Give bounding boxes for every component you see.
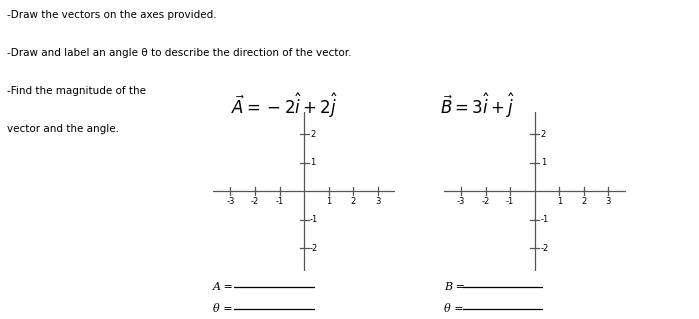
Text: vector and the angle.: vector and the angle.: [7, 124, 119, 134]
Text: 2: 2: [540, 130, 546, 139]
Text: 1: 1: [556, 197, 562, 206]
Text: 1: 1: [310, 159, 315, 167]
Text: -Draw the vectors on the axes provided.: -Draw the vectors on the axes provided.: [7, 10, 217, 19]
Text: θ =: θ =: [213, 304, 233, 315]
Text: -1: -1: [506, 197, 514, 206]
Text: -Find the magnitude of the: -Find the magnitude of the: [7, 86, 146, 96]
Text: -3: -3: [226, 197, 235, 206]
Text: -2: -2: [251, 197, 259, 206]
Text: 1: 1: [326, 197, 331, 206]
Text: B =: B =: [444, 282, 465, 292]
Text: -Draw and label an angle θ to describe the direction of the vector.: -Draw and label an angle θ to describe t…: [7, 48, 352, 58]
Text: 3: 3: [606, 197, 611, 206]
Text: -2: -2: [310, 244, 318, 253]
Text: $\vec{B} = 3\hat{i} + \hat{j}$: $\vec{B} = 3\hat{i} + \hat{j}$: [440, 91, 515, 120]
Text: 1: 1: [540, 159, 546, 167]
Text: θ =: θ =: [444, 304, 463, 315]
Text: 2: 2: [582, 197, 586, 206]
Text: 3: 3: [375, 197, 380, 206]
Text: -3: -3: [457, 197, 466, 206]
Text: $\vec{A} = -2\hat{i} + 2\hat{j}$: $\vec{A} = -2\hat{i} + 2\hat{j}$: [231, 91, 338, 120]
Text: -2: -2: [482, 197, 490, 206]
Text: 2: 2: [310, 130, 315, 139]
Text: -2: -2: [540, 244, 549, 253]
Text: -1: -1: [540, 215, 549, 224]
Text: 2: 2: [351, 197, 356, 206]
Text: -1: -1: [310, 215, 318, 224]
Text: A =: A =: [213, 282, 234, 292]
Text: -1: -1: [275, 197, 284, 206]
